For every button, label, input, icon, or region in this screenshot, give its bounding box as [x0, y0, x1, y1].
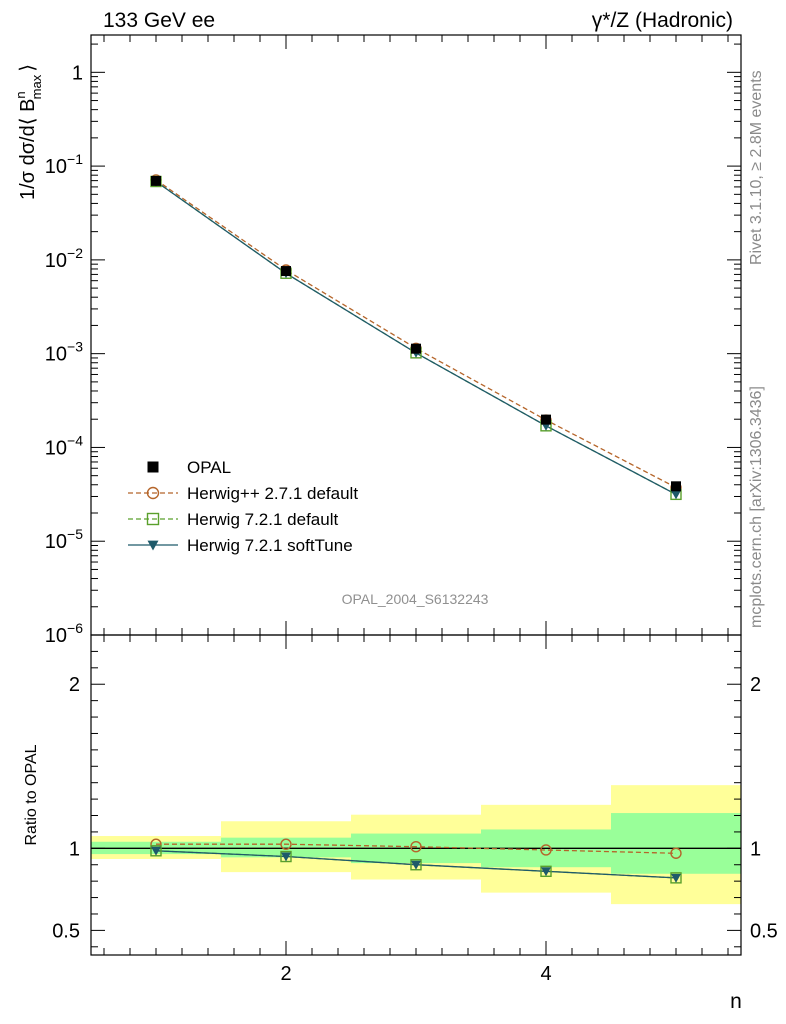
main-y-tick-label: 10−5 [45, 526, 83, 553]
main-y-axis-label: 1/σ dσ/d⟨ Bnmax⟩ [13, 64, 44, 200]
main-y-tick-label: 10−2 [45, 245, 83, 272]
main-panel-series [150, 174, 682, 501]
legend-marker-1 [146, 486, 160, 500]
ratio-inner-band-4 [611, 813, 741, 874]
ratio-y-axis-label: Ratio to OPAL [23, 744, 40, 845]
legend-marker-0 [147, 461, 159, 473]
ratio-point-s2-3 [541, 867, 551, 877]
ratio-point-s0-3 [540, 844, 552, 856]
mcplots-label: mcplots.cern.ch [arXiv:1306.3436] [748, 386, 765, 628]
legend-label-3: Herwig 7.2.1 softTune [187, 536, 353, 555]
main-point-s0-0 [151, 175, 161, 186]
main-series-line-2 [155, 180, 677, 495]
main-series-line-3 [155, 180, 677, 495]
ratio-point-s0-2 [410, 840, 422, 853]
rivet-version-label: Rivet 3.1.10, ≥ 2.8M events [748, 70, 765, 265]
main-y-tick-label: 10−6 [45, 620, 83, 647]
main-y-tick-label: 10−4 [45, 432, 83, 459]
legend-marker-2 [146, 512, 160, 526]
header-left-label: 133 GeV ee [103, 9, 215, 32]
ratio-y-tick-label-right: 2 [750, 674, 761, 696]
legend-label-0: OPAL [187, 458, 231, 477]
legend-label-2: Herwig 7.2.1 default [187, 510, 338, 529]
x-tick-label: 4 [540, 963, 551, 985]
x-axis-label: n [730, 990, 742, 1013]
legend-label-1: Herwig++ 2.7.1 default [187, 484, 358, 503]
main-panel-axes: 1 10−1 10−2 10−3 10−4 10−5 10−6 [45, 34, 742, 647]
ratio-point-s2-2 [411, 860, 421, 870]
main-y-tick-label: 10−1 [45, 151, 83, 178]
ratio-point-s0-1 [280, 838, 292, 850]
ratio-inner-band-1 [221, 837, 351, 858]
analysis-watermark: OPAL_2004_S6132243 [342, 591, 489, 607]
ratio-y-tick-label-right: 1 [750, 838, 761, 860]
main-series-line-1 [155, 179, 677, 489]
ratio-y-tick-label-left: 1 [69, 838, 80, 860]
ratio-series-line-0 [156, 843, 677, 854]
main-y-tick-label: 10−3 [45, 339, 83, 366]
ratio-panel-series [150, 838, 682, 884]
ratio-y-tick-label-right: 0.5 [750, 920, 778, 942]
ratio-point-s2-4 [671, 873, 681, 883]
ratio-y-tick-label-left: 2 [69, 674, 80, 696]
main-point-s3-4 [671, 490, 681, 500]
ratio-point-s2-0 [151, 846, 161, 856]
main-point-s0-3 [541, 414, 551, 425]
x-tick-label: 2 [280, 963, 291, 985]
ratio-point-s2-1 [281, 852, 291, 862]
legend-marker-3 [147, 540, 159, 551]
ratio-point-s0-4 [670, 847, 682, 859]
main-point-s0-1 [281, 266, 291, 277]
main-y-tick-label: 1 [72, 62, 83, 84]
ratio-panel-axes: 0.5 0.5 1 1 2 2 2 4 [52, 634, 778, 985]
main-point-s0-2 [411, 343, 421, 354]
header-right-label: γ*/Z (Hadronic) [592, 9, 733, 32]
main-point-s0-4 [671, 481, 681, 492]
legend: OPAL Herwig++ 2.7.1 default Herwig 7.2.1 d… [128, 458, 358, 555]
ratio-y-tick-label-left: 0.5 [52, 920, 80, 942]
